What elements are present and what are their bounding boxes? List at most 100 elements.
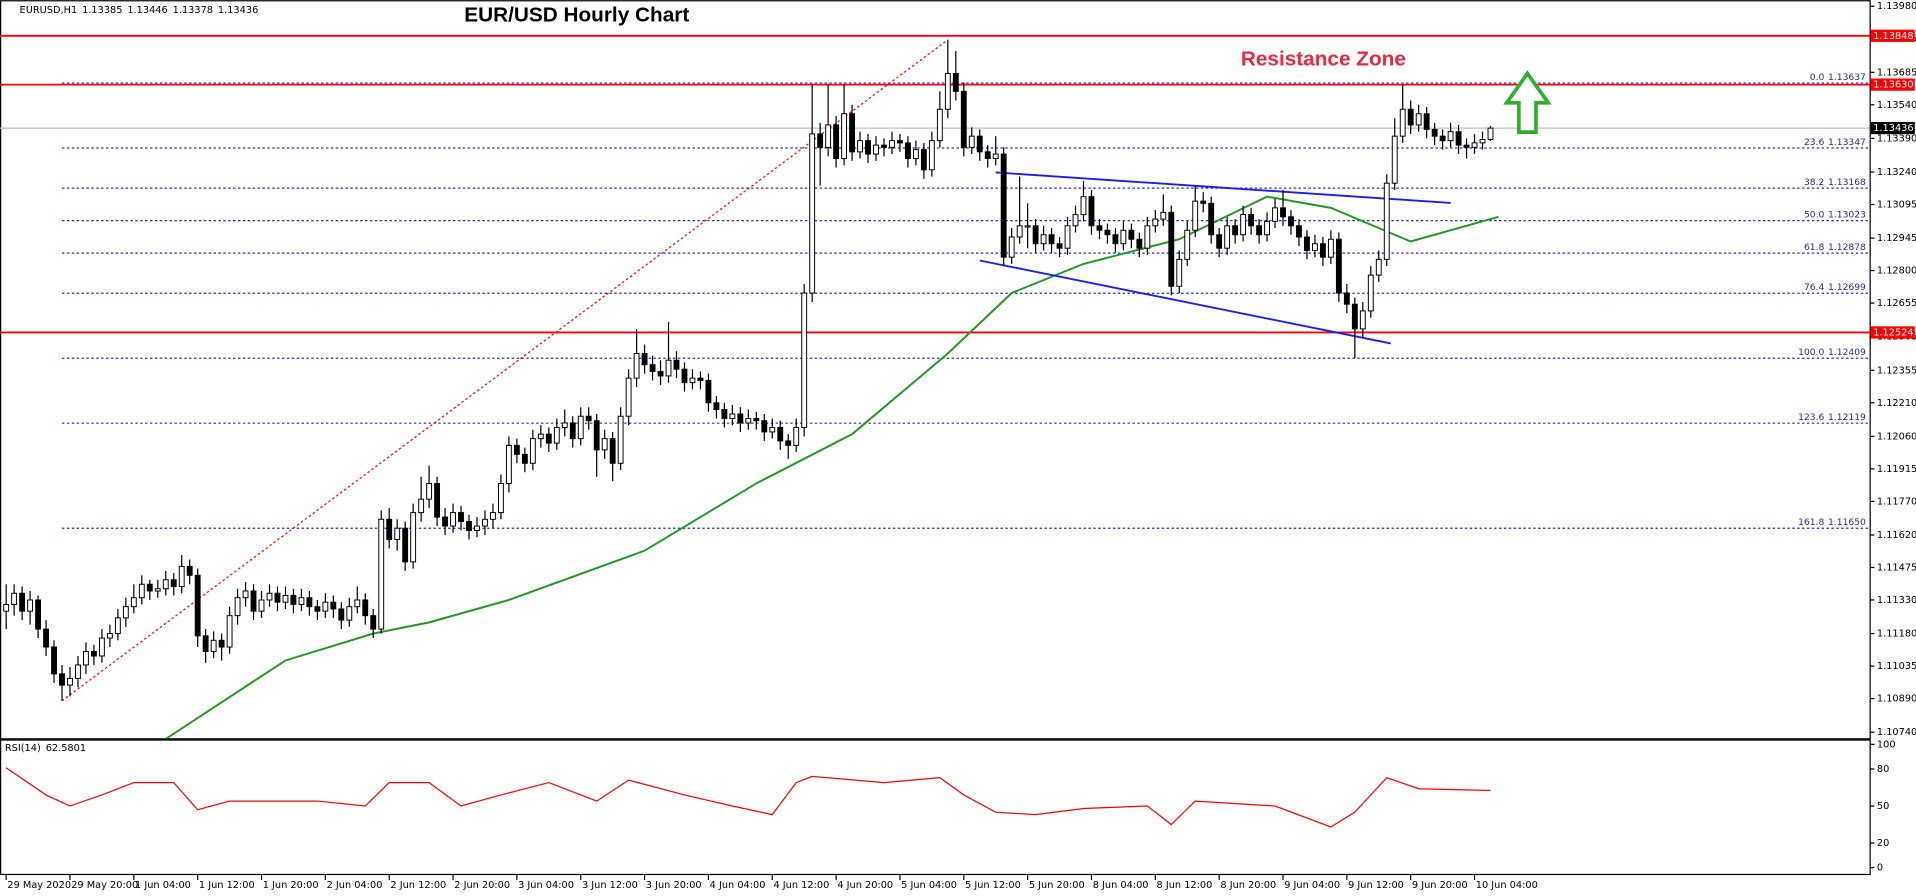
candle-body [721,409,728,419]
candle-body [944,72,951,110]
candle-body [83,651,89,666]
y-tick-label: 1.12210 [1877,398,1916,409]
x-tick-label: 4 Jun 04:00 [710,880,766,891]
candle-body [1391,135,1398,184]
candle-body [529,438,536,464]
candle-body [1176,258,1183,287]
candle-body [1431,128,1438,137]
candle-body [1256,225,1262,236]
candle-body [976,135,983,153]
price-tag-label: 1.13630 [1873,80,1913,91]
fib-label: 23.6 1.13347 [1804,136,1866,147]
candle-body [1288,216,1294,227]
candle-body [59,673,65,686]
candle-body [912,149,919,160]
candle-body [689,377,696,384]
y-tick-label: 1.10890 [1877,694,1916,705]
candle-body [1016,225,1023,238]
candle-body [1351,303,1358,330]
rsi-panel [0,739,1871,876]
candle-body [1471,142,1478,148]
candle-body [186,565,193,576]
candle-body [497,482,504,514]
candle-body [266,592,273,601]
fib-price: 1.12119 [1828,412,1866,423]
candle-body [1104,229,1111,236]
candle-body [410,512,417,563]
x-tick-label: 29 May 2020 [7,880,71,891]
candle-body [466,521,472,531]
candle-body [146,583,153,592]
x-tick-label: 10 Jun 04:00 [1476,880,1538,891]
fib-price: 1.13347 [1828,136,1866,147]
candle-body [649,364,656,372]
candle-body [857,140,863,153]
candle-body [51,646,57,675]
candle-body [1168,211,1175,287]
candle-body [809,133,816,294]
fib-label: 0.0 1.13637 [1810,71,1866,82]
candle-body [713,402,720,411]
candle-body [1216,234,1223,249]
candle-body [458,512,464,523]
candle-body [162,579,169,590]
x-tick-label: 1 Jun 12:00 [199,880,255,891]
y-tick-label: 1.11620 [1877,530,1916,541]
candle-body [569,422,576,440]
candle-body [27,599,34,612]
candle-body [881,144,887,148]
candle-body [306,597,313,608]
fib-price: 1.11650 [1828,517,1866,528]
candle-body [202,635,209,652]
candle-body [705,379,712,404]
candle-body [1367,274,1374,312]
candle-body [984,151,991,160]
candle-body [394,527,401,540]
candle-body [234,597,241,617]
candle-body [418,498,425,514]
candle-body [936,108,943,142]
y-tick-label: 1.12355 [1877,365,1916,376]
candle-body [545,433,552,444]
candle-body [1272,207,1278,222]
y-tick-label: 1.13980 [1877,1,1916,12]
candle-body [354,599,361,608]
candle-body [777,426,784,442]
candle-body [1080,196,1087,216]
fib-level: 61.8 [1804,242,1825,253]
trendline [979,259,1391,345]
candle-body [75,664,81,679]
fib-level: 38.2 [1804,177,1824,188]
price-tag-label: 1.12524 [1873,327,1913,338]
candle-body [673,359,680,370]
candle-body [769,426,776,433]
candle-body [1487,127,1494,141]
candle-body [1343,292,1350,305]
annotation: Resistance Zone [1241,48,1406,71]
candle-body [785,440,792,446]
candle-body [1088,196,1095,227]
candle-body [370,615,377,630]
y-tick-label: 1.12800 [1877,266,1916,277]
candle-body [35,599,41,630]
fib-level: 76.4 [1804,282,1825,293]
candle-body [154,588,161,592]
candle-body [1000,153,1007,258]
price-tag [1870,29,1915,42]
fib-price: 1.12878 [1828,242,1866,253]
candle-body [314,606,321,612]
candle-body [322,601,329,612]
candle-body [258,599,265,612]
x-tick-label: 4 Jun 12:00 [773,880,829,891]
chart-title: EUR/USD Hourly Chart [464,4,689,27]
candle-body [753,417,760,422]
candle-body [1128,229,1135,240]
x-tick-label: 8 Jun 12:00 [1157,880,1213,891]
up-arrow [1503,70,1552,134]
candle-body [992,153,999,160]
y-tick-label: 1.10740 [1877,727,1916,738]
rsi-name: RSI(14) [5,743,41,754]
trendline [995,171,1451,204]
